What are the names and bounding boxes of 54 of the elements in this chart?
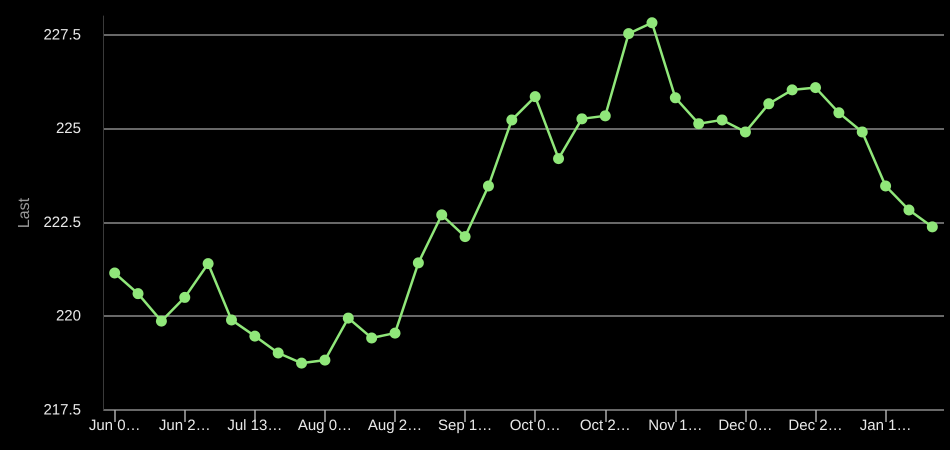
point xyxy=(530,91,541,102)
point xyxy=(342,312,354,324)
point xyxy=(646,17,658,28)
x-tick-label: Jun 0… xyxy=(88,417,141,434)
point xyxy=(926,221,938,232)
x-tick-label: Sep 1… xyxy=(438,417,492,434)
point xyxy=(319,354,330,366)
point xyxy=(693,118,704,130)
x-tick-label: Jun 2… xyxy=(158,417,211,434)
point xyxy=(109,268,120,279)
point xyxy=(903,204,914,216)
point xyxy=(460,231,471,242)
point xyxy=(833,107,844,118)
x-tick-label: Jan 1… xyxy=(860,417,912,434)
point xyxy=(553,153,564,164)
y-tick-label: 225 xyxy=(56,120,81,138)
point xyxy=(506,114,518,126)
point xyxy=(740,126,751,138)
point xyxy=(390,328,401,339)
point xyxy=(810,82,822,94)
point xyxy=(412,257,424,268)
x-tick-label: Aug 2… xyxy=(368,417,422,434)
point xyxy=(132,288,144,300)
point xyxy=(670,92,681,104)
point xyxy=(226,314,237,326)
y-axis-title: Last xyxy=(16,197,34,228)
point xyxy=(716,114,728,126)
point xyxy=(179,292,190,303)
point xyxy=(202,258,214,270)
y-tick-label: 222.5 xyxy=(43,214,81,231)
point xyxy=(249,330,260,342)
point xyxy=(366,332,378,344)
x-tick-label: Nov 1… xyxy=(648,417,702,434)
x-tick-label: Aug 0… xyxy=(298,417,352,434)
y-tick-label: 220 xyxy=(56,308,81,325)
point xyxy=(763,98,774,110)
y-tick-label: 227.5 xyxy=(43,26,81,44)
point xyxy=(623,28,634,40)
y-tick-label: 217.5 xyxy=(43,402,81,418)
x-tick-label: Oct 2… xyxy=(580,417,631,434)
point xyxy=(786,84,798,96)
point xyxy=(576,113,588,124)
point xyxy=(880,180,892,192)
point xyxy=(156,316,167,327)
point xyxy=(436,209,448,220)
x-tick-label: Jul 13… xyxy=(227,417,282,434)
point xyxy=(272,347,284,358)
point xyxy=(482,180,494,192)
point xyxy=(296,358,308,369)
x-tick-label: Oct 0… xyxy=(510,417,561,434)
point xyxy=(600,110,611,122)
point xyxy=(856,126,868,138)
x-tick-label: Dec 0… xyxy=(718,417,773,434)
x-tick-label: Dec 2… xyxy=(788,417,843,434)
